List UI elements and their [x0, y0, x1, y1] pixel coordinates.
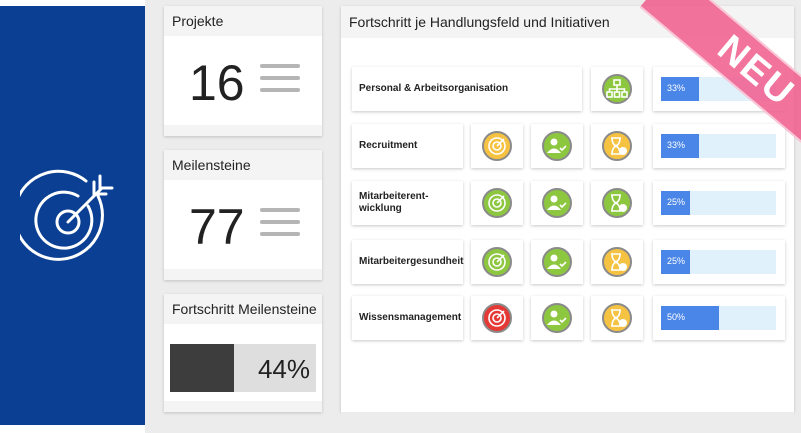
hourglass-clock-icon	[611, 253, 627, 271]
projekte-count: 16	[189, 55, 245, 111]
progress-text: 50%	[667, 312, 686, 322]
fortschritt-progress-fill	[170, 344, 235, 392]
row-label[interactable]: Recruitment	[352, 124, 463, 168]
progress-tile: 25%	[653, 240, 785, 284]
target-icon	[488, 309, 506, 327]
people-check-icon	[547, 310, 567, 325]
status-tile[interactable]	[531, 181, 583, 225]
menu-lines-icon[interactable]	[260, 64, 300, 100]
progress-text: 25%	[667, 256, 686, 266]
meilensteine-card: Meilensteine 77	[164, 150, 322, 280]
progress-tile: 50%	[653, 296, 785, 340]
fortschritt-card: Fortschritt Meilensteine 44%	[164, 294, 322, 412]
meilensteine-title: Meilensteine	[164, 150, 322, 180]
main-title: Fortschritt je Handlungsfeld und Initiat…	[341, 6, 794, 38]
status-tile[interactable]	[471, 181, 523, 225]
meilensteine-count: 77	[189, 199, 245, 255]
row-label[interactable]: Wissensmanagement	[352, 296, 463, 340]
menu-lines-icon[interactable]	[260, 208, 300, 244]
hourglass-clock-icon	[611, 194, 627, 212]
org-chart-icon	[606, 79, 628, 98]
people-check-icon	[547, 138, 567, 153]
projekte-title: Projekte	[164, 6, 322, 36]
progress-tile: 25%	[653, 181, 785, 225]
hourglass-clock-icon	[611, 137, 627, 155]
fortschritt-percent: 44%	[257, 354, 310, 384]
status-tile[interactable]	[471, 124, 523, 168]
hourglass-clock-icon	[611, 309, 627, 327]
status-tile[interactable]	[531, 124, 583, 168]
target-arrow-icon	[20, 169, 114, 261]
progress-tile: 33%	[653, 124, 785, 168]
status-tile[interactable]	[471, 240, 523, 284]
fortschritt-title: Fortschritt Meilensteine	[164, 294, 322, 324]
status-tile[interactable]	[531, 240, 583, 284]
progress-tile: 33%	[653, 67, 785, 111]
target-icon	[488, 194, 506, 212]
status-tile[interactable]	[531, 296, 583, 340]
target-icon	[488, 253, 506, 271]
status-tile[interactable]	[591, 124, 643, 168]
progress-text: 25%	[667, 197, 686, 207]
target-icon	[488, 137, 506, 155]
projekte-card: Projekte 16	[164, 6, 322, 136]
progress-text: 33%	[667, 83, 686, 93]
status-tile[interactable]	[591, 67, 643, 111]
fortschritt-progress-bar: 44%	[170, 344, 316, 392]
row-label[interactable]: Mitarbeitergesundheit	[352, 240, 463, 284]
people-check-icon	[547, 254, 567, 269]
row-label[interactable]: Mitarbeiterent-wicklung	[352, 181, 463, 225]
people-check-icon	[547, 195, 567, 210]
status-tile[interactable]	[591, 296, 643, 340]
status-tile[interactable]	[471, 296, 523, 340]
status-tile[interactable]	[591, 181, 643, 225]
brand-panel	[0, 6, 145, 425]
row-label[interactable]: Personal & Arbeitsorganisation	[352, 67, 582, 111]
progress-text: 33%	[667, 140, 686, 150]
status-tile[interactable]	[591, 240, 643, 284]
